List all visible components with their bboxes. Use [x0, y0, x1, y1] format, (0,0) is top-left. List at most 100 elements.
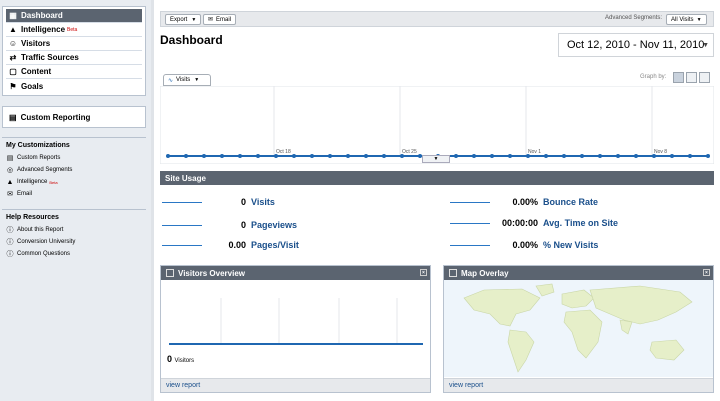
- metric-link[interactable]: Bounce Rate: [543, 197, 599, 207]
- help-icon: ⓘ: [6, 251, 14, 258]
- close-icon[interactable]: ×: [420, 269, 427, 276]
- graph-by-day-button[interactable]: [673, 72, 684, 83]
- intelligence-link[interactable]: ▲ Intelligence Beta: [6, 176, 142, 188]
- email-button[interactable]: ✉ Email: [203, 14, 237, 25]
- graph-by-month-button[interactable]: [699, 72, 710, 83]
- data-point[interactable]: [328, 154, 332, 158]
- drag-handle-icon[interactable]: [449, 269, 457, 277]
- data-point[interactable]: [688, 154, 692, 158]
- data-point[interactable]: [184, 154, 188, 158]
- data-point[interactable]: [256, 154, 260, 158]
- panel-title: Map Overlay: [461, 268, 509, 278]
- data-point[interactable]: [652, 154, 656, 158]
- drag-handle-icon[interactable]: [166, 269, 174, 277]
- sidebar-item-traffic-sources[interactable]: ⇄ Traffic Sources: [6, 51, 142, 65]
- report-toolbar: Export ▼ ✉ Email Advanced Segments: All …: [160, 11, 714, 27]
- common-questions-link[interactable]: ⓘ Common Questions: [6, 248, 142, 260]
- data-point[interactable]: [364, 154, 368, 158]
- metric-label: Visits: [176, 77, 191, 83]
- metric-link[interactable]: Pages/Visit: [251, 240, 299, 250]
- about-report-link[interactable]: ⓘ About this Report: [6, 224, 142, 236]
- graph-by-label: Graph by:: [640, 74, 667, 80]
- data-point[interactable]: [274, 154, 278, 158]
- help-resources: Help Resources ⓘ About this Report ⓘ Con…: [2, 209, 146, 265]
- segments-select[interactable]: All Visits ▼: [666, 14, 707, 25]
- sidebar-item-visitors[interactable]: ☺ Visitors: [6, 37, 142, 51]
- data-point[interactable]: [400, 154, 404, 158]
- segments-label: Advanced Segments:: [605, 15, 663, 21]
- email-link[interactable]: ✉ Email: [6, 188, 142, 200]
- view-report-link[interactable]: view report: [166, 382, 201, 389]
- sidebar-item-content[interactable]: ▢ Content: [6, 65, 142, 79]
- data-point[interactable]: [346, 154, 350, 158]
- data-point[interactable]: [472, 154, 476, 158]
- my-customizations: My Customizations ▤ Custom Reports ◎ Adv…: [2, 137, 146, 203]
- sidebar-item-label: Intelligence: [21, 25, 66, 34]
- visitors-count: 0 Visitors: [167, 354, 194, 364]
- data-point[interactable]: [292, 154, 296, 158]
- data-point[interactable]: [598, 154, 602, 158]
- advanced-segments-link[interactable]: ◎ Advanced Segments: [6, 164, 142, 176]
- sidebar-item-intelligence[interactable]: ▲ Intelligence Beta: [6, 23, 142, 37]
- metric-link[interactable]: % New Visits: [543, 240, 599, 250]
- data-point[interactable]: [310, 154, 314, 158]
- data-point[interactable]: [508, 154, 512, 158]
- item-label: Intelligence: [17, 179, 48, 185]
- report-icon: ▤: [9, 112, 17, 122]
- data-point[interactable]: [220, 154, 224, 158]
- sidebar-divider: [151, 0, 154, 401]
- data-point[interactable]: [166, 154, 170, 158]
- sidebar-item-dashboard[interactable]: ▦ Dashboard: [6, 9, 142, 23]
- sidebar-item-label: Dashboard: [21, 11, 63, 20]
- visitors-count-label: Visitors: [174, 358, 195, 364]
- metric-bounce-rate: 0.00% Bounce Rate: [450, 195, 598, 209]
- data-point[interactable]: [616, 154, 620, 158]
- graph-gridlines: [273, 86, 653, 156]
- data-point[interactable]: [580, 154, 584, 158]
- metric-new-visits: 0.00% % New Visits: [450, 238, 598, 252]
- graph-x-labels: Oct 18 Oct 25 Nov 1 Nov 8: [276, 149, 667, 155]
- graph-by-week-button[interactable]: [686, 72, 697, 83]
- custom-reports-link[interactable]: ▤ Custom Reports: [6, 152, 142, 164]
- data-point[interactable]: [670, 154, 674, 158]
- custom-reporting-link[interactable]: ▤ Custom Reporting: [2, 106, 146, 128]
- europe-shape: [561, 289, 595, 309]
- data-point[interactable]: [544, 154, 548, 158]
- sparkline: [162, 201, 202, 203]
- data-point[interactable]: [202, 154, 206, 158]
- view-report-link[interactable]: view report: [449, 382, 484, 389]
- date-range-picker[interactable]: Oct 12, 2010 - Nov 11, 2010 ▼: [558, 33, 714, 57]
- export-button[interactable]: Export ▼: [165, 14, 202, 25]
- sidebar-item-goals[interactable]: ⚑ Goals: [6, 79, 142, 93]
- close-icon[interactable]: ×: [703, 269, 710, 276]
- data-point[interactable]: [418, 154, 422, 158]
- data-point[interactable]: [382, 154, 386, 158]
- metric-visits: 0 Visits: [162, 195, 275, 209]
- item-label: Common Questions: [17, 251, 71, 257]
- chevron-down-icon: ▼: [696, 16, 702, 23]
- world-map: [444, 280, 713, 377]
- metric-value: 0: [240, 220, 246, 230]
- metric-pageviews: 0 Pageviews: [162, 218, 297, 232]
- data-point[interactable]: [490, 154, 494, 158]
- beta-badge: Beta: [49, 179, 58, 185]
- metric-link[interactable]: Avg. Time on Site: [543, 218, 619, 228]
- sidebar-item-label: Visitors: [21, 39, 51, 48]
- metric-value: 0.00%: [512, 197, 538, 207]
- item-label: About this Report: [17, 227, 64, 233]
- data-point[interactable]: [454, 154, 458, 158]
- data-point[interactable]: [634, 154, 638, 158]
- south-america-shape: [507, 329, 535, 373]
- metric-value: 0: [240, 197, 246, 207]
- sparkline: [450, 201, 490, 203]
- metric-selector[interactable]: ∿ Visits ▼: [163, 74, 211, 86]
- metric-link[interactable]: Visits: [251, 197, 275, 207]
- data-point[interactable]: [238, 154, 242, 158]
- conversion-university-link[interactable]: ⓘ Conversion University: [6, 236, 142, 248]
- data-point[interactable]: [526, 154, 530, 158]
- data-point[interactable]: [706, 154, 710, 158]
- metric-link[interactable]: Pageviews: [251, 220, 298, 230]
- graph-scroll-handle[interactable]: ▼: [422, 155, 450, 163]
- site-usage-header: Site Usage: [160, 171, 714, 185]
- data-point[interactable]: [562, 154, 566, 158]
